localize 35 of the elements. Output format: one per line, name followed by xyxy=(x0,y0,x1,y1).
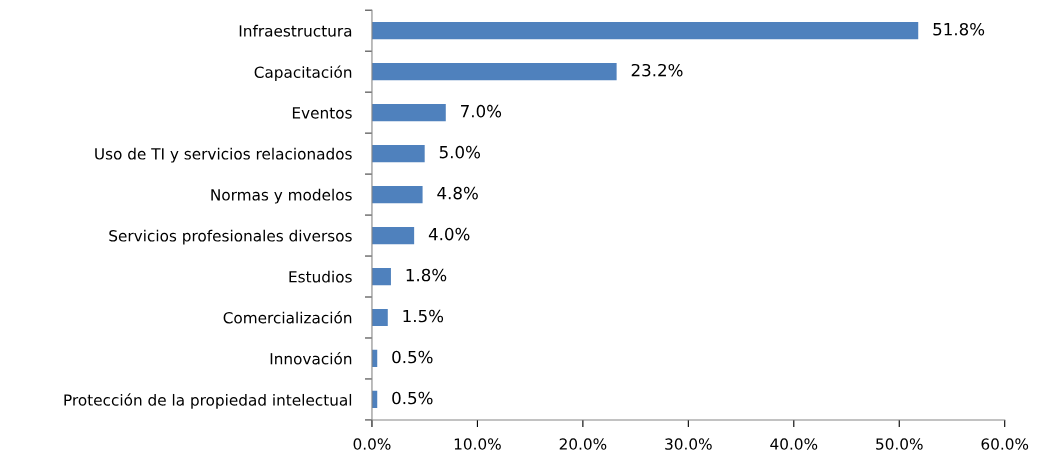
y-tick-label: Infraestructura xyxy=(239,24,352,37)
x-tick-label: 20.0% xyxy=(559,438,607,450)
bar xyxy=(371,308,388,327)
bar xyxy=(371,185,423,204)
bar xyxy=(371,22,919,40)
x-tick-label: 60.0% xyxy=(981,438,1029,450)
data-label: 5.0% xyxy=(439,145,480,159)
y-tick-label: Innovación xyxy=(270,352,352,365)
y-tick-label: Servicios profesionales diversos xyxy=(109,229,352,245)
y-tick-label: Normas y modelos xyxy=(211,188,352,204)
y-tick-label: Protección de la propiedad intelectual xyxy=(64,393,352,409)
bar xyxy=(371,267,391,286)
y-tick-label: Capacitación xyxy=(254,65,352,81)
bar xyxy=(371,226,415,245)
y-tick-label: Uso de TI y servicios relacionados xyxy=(95,147,352,163)
x-tick-label: 50.0% xyxy=(876,438,923,450)
data-label: 7.0% xyxy=(461,104,502,118)
x-tick-label: 40.0% xyxy=(770,438,818,450)
bar xyxy=(371,104,446,122)
x-tick-label: 30.0% xyxy=(665,438,712,450)
data-label: 51.8% xyxy=(933,22,985,36)
data-label: 4.0% xyxy=(428,227,470,241)
bar xyxy=(371,145,425,163)
y-tick-label: Estudios xyxy=(289,270,352,283)
bar xyxy=(371,63,617,81)
data-label: 1.5% xyxy=(403,309,444,323)
data-label: 1.8% xyxy=(406,268,447,282)
data-label: 23.2% xyxy=(631,63,683,77)
x-tick-label: 0.0% xyxy=(353,438,391,450)
y-tick-label: Comercialización xyxy=(223,311,352,324)
data-label: 0.5% xyxy=(392,350,433,364)
y-tick-label: Eventos xyxy=(292,107,352,119)
x-tick-label: 10.0% xyxy=(454,438,501,450)
data-label: 0.5% xyxy=(392,391,433,405)
data-label: 4.8% xyxy=(437,186,478,200)
